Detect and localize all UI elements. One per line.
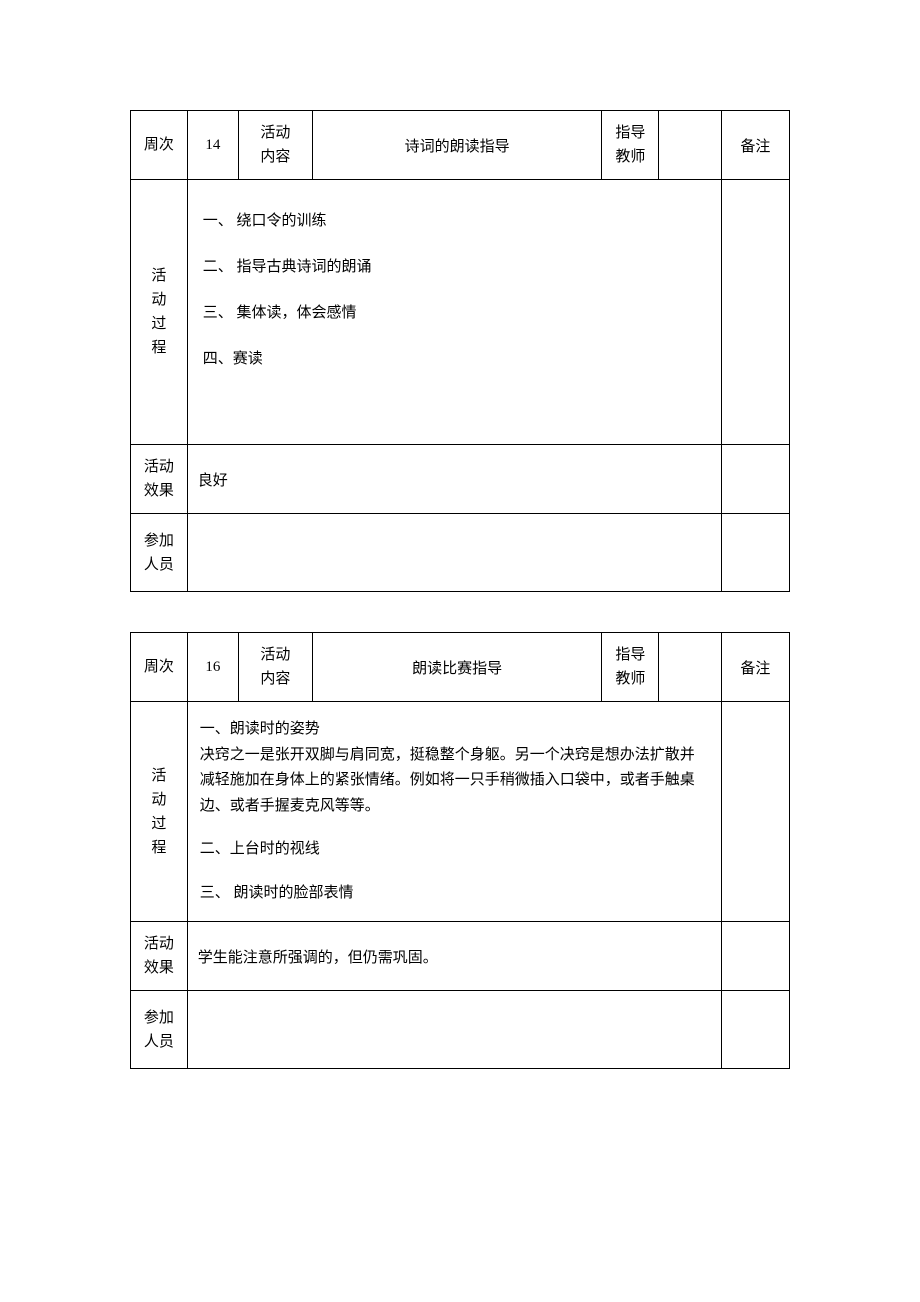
teacher-label: 指导 教师 [602,633,659,702]
result-value: 学生能注意所强调的，但仍需巩固。 [187,922,721,991]
result-value: 良好 [187,445,721,514]
activity-table-2: 周次 16 活动 内容 朗读比赛指导 指导 教师 备注 活 动 过 程 一、朗读… [130,632,790,1069]
process-item-title: 一、朗读时的姿势 [200,717,709,743]
participants-remark [721,991,789,1069]
result-row: 活动 效果 学生能注意所强调的，但仍需巩固。 [131,922,790,991]
process-item: 三、 集体读，体会感情 [203,292,706,334]
activity-title: 诗词的朗读指导 [312,111,602,180]
result-remark [721,922,789,991]
process-item: 三、 朗读时的脸部表情 [200,881,709,907]
process-label: 活 动 过 程 [131,702,188,922]
result-row: 活动 效果 良好 [131,445,790,514]
remark-label: 备注 [721,111,789,180]
table-header-row: 周次 16 活动 内容 朗读比赛指导 指导 教师 备注 [131,633,790,702]
week-label: 周次 [131,633,188,702]
process-item: 四、赛读 [203,338,706,380]
process-item-body: 决窍之一是张开双脚与肩同宽，挺稳整个身躯。另一个决窍是想办法扩散并减轻施加在身体… [200,743,709,820]
participants-value [187,514,721,592]
activity-table-1: 周次 14 活动 内容 诗词的朗读指导 指导 教师 备注 活 动 过 程 一、 … [130,110,790,592]
participants-value [187,991,721,1069]
teacher-value [659,111,721,180]
process-content: 一、 绕口令的训练 二、 指导古典诗词的朗诵 三、 集体读，体会感情 四、赛读 [187,180,721,445]
teacher-label: 指导 教师 [602,111,659,180]
process-content: 一、朗读时的姿势 决窍之一是张开双脚与肩同宽，挺稳整个身躯。另一个决窍是想办法扩… [187,702,721,922]
activity-content-label: 活动 内容 [238,633,312,702]
process-remark [721,180,789,445]
week-label: 周次 [131,111,188,180]
table-header-row: 周次 14 活动 内容 诗词的朗读指导 指导 教师 备注 [131,111,790,180]
remark-label: 备注 [721,633,789,702]
participants-label: 参加 人员 [131,991,188,1069]
teacher-value [659,633,721,702]
participants-label: 参加 人员 [131,514,188,592]
process-item: 二、上台时的视线 [200,837,709,863]
participants-row: 参加 人员 [131,514,790,592]
process-label: 活 动 过 程 [131,180,188,445]
activity-title: 朗读比赛指导 [312,633,602,702]
process-remark [721,702,789,922]
process-item: 一、 绕口令的训练 [203,200,706,242]
result-remark [721,445,789,514]
activity-content-label: 活动 内容 [238,111,312,180]
week-value: 14 [187,111,238,180]
result-label: 活动 效果 [131,922,188,991]
process-item: 二、 指导古典诗词的朗诵 [203,246,706,288]
week-value: 16 [187,633,238,702]
participants-remark [721,514,789,592]
participants-row: 参加 人员 [131,991,790,1069]
process-row: 活 动 过 程 一、朗读时的姿势 决窍之一是张开双脚与肩同宽，挺稳整个身躯。另一… [131,702,790,922]
result-label: 活动 效果 [131,445,188,514]
process-row: 活 动 过 程 一、 绕口令的训练 二、 指导古典诗词的朗诵 三、 集体读，体会… [131,180,790,445]
